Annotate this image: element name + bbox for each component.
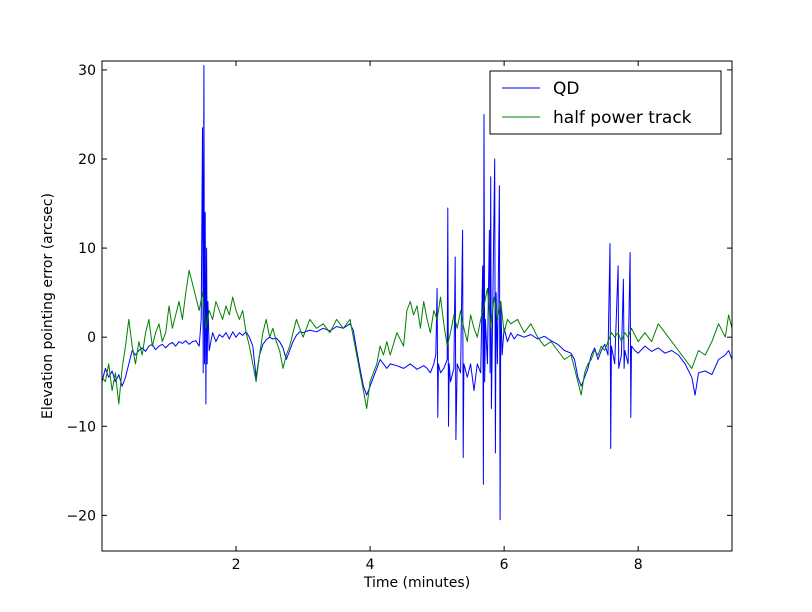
y-tick-label: −20 [66, 508, 96, 524]
legend: QD half power track [489, 70, 722, 135]
series-line-qd [102, 65, 732, 521]
legend-frame [489, 70, 722, 135]
x-tick-label: 8 [634, 557, 643, 573]
x-tick-label: 4 [366, 557, 375, 573]
series-line-half-power-track [102, 269, 732, 409]
ticks-layer: 2 4 6 8 −20 −10 0 10 20 30 [66, 61, 732, 573]
x-tick-label: 6 [500, 557, 509, 573]
y-tick-label: 20 [78, 152, 96, 168]
x-tick-label: 2 [232, 557, 241, 573]
x-axis-label: Time (minutes) [363, 575, 470, 591]
plot-frame [101, 60, 733, 552]
series-layer [102, 65, 732, 521]
y-tick-label: −10 [66, 419, 96, 435]
y-tick-label: 0 [87, 330, 96, 346]
y-axis-label: Elevation pointing error (arcsec) [40, 193, 56, 419]
legend-label: QD [553, 79, 579, 99]
legend-label: half power track [553, 108, 692, 128]
y-tick-label: 10 [78, 241, 96, 257]
y-tick-label: 30 [78, 63, 96, 79]
